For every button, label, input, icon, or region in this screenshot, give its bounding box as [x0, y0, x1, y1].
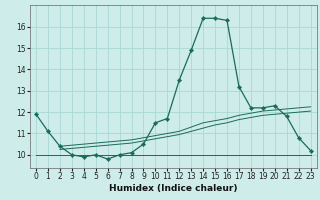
X-axis label: Humidex (Indice chaleur): Humidex (Indice chaleur) [109, 184, 237, 193]
